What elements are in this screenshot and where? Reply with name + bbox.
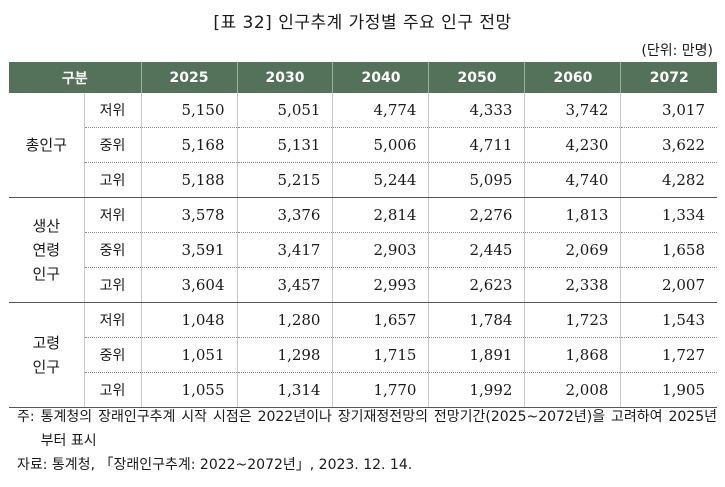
value-cell: 3,017	[620, 93, 717, 128]
value-cell: 2,276	[428, 197, 525, 233]
value-cell: 5,188	[140, 162, 237, 198]
value-cell: 4,230	[524, 127, 621, 163]
value-cell: 4,711	[428, 127, 525, 163]
scenario-label: 저위	[83, 302, 142, 338]
header-category: 구분	[9, 62, 142, 93]
value-cell: 4,333	[428, 93, 525, 128]
value-cell: 1,868	[524, 337, 621, 373]
footnote-text: 통계청의 장래인구추계 시작 시점은 2022년이나 장기재정전망의 전망기간(…	[40, 409, 717, 449]
table-header-row: 구분 2025 2030 2040 2050 2060 2072	[9, 62, 717, 93]
header-year: 2040	[332, 62, 429, 93]
value-cell: 5,006	[332, 127, 429, 163]
table-row: 고위 1,055 1,314 1,770 1,992 2,008 1,905	[9, 372, 717, 408]
source-note: 자료: 통계청, 「장래인구추계: 2022~2072년」, 2023. 12.…	[17, 457, 413, 473]
value-cell: 2,623	[428, 267, 525, 303]
value-cell: 1,658	[620, 232, 717, 268]
value-cell: 1,891	[428, 337, 525, 373]
header-year: 2030	[236, 62, 333, 93]
value-cell: 5,150	[140, 93, 237, 128]
value-cell: 5,095	[428, 162, 525, 198]
value-cell: 1,813	[524, 197, 621, 233]
value-cell: 5,168	[140, 127, 237, 163]
table-row: 총인구 저위 5,150 5,051 4,774 4,333 3,742 3,017	[9, 93, 717, 198]
scenario-label: 중위	[83, 337, 142, 373]
value-cell: 2,007	[620, 267, 717, 303]
value-cell: 3,622	[620, 127, 717, 163]
notes: 주: 통계청의 장래인구추계 시작 시점은 2022년이나 장기재정전망의 전망…	[17, 405, 717, 477]
value-cell: 1,298	[236, 337, 333, 373]
table-row: 중위 5,168 5,131 5,006 4,711 4,230 3,622	[9, 127, 717, 163]
unit-label: (단위: 만명)	[641, 43, 713, 59]
footnote: 주: 통계청의 장래인구추계 시작 시점은 2022년이나 장기재정전망의 전망…	[17, 405, 717, 453]
value-cell: 3,591	[140, 232, 237, 268]
table-row: 고위 5,188 5,215 5,244 5,095 4,740 4,282	[9, 162, 717, 198]
scenario-label: 고위	[83, 372, 142, 408]
value-cell: 2,903	[332, 232, 429, 268]
value-cell: 1,280	[236, 302, 333, 338]
value-cell: 5,131	[236, 127, 333, 163]
value-cell: 4,774	[332, 93, 429, 128]
value-cell: 5,244	[332, 162, 429, 198]
value-cell: 2,993	[332, 267, 429, 303]
scenario-label: 중위	[83, 127, 142, 163]
value-cell: 1,905	[620, 372, 717, 408]
value-cell: 1,992	[428, 372, 525, 408]
value-cell: 3,578	[140, 197, 237, 233]
table-row: 중위 3,591 3,417 2,903 2,445 2,069 1,658	[9, 232, 717, 268]
value-cell: 1,314	[236, 372, 333, 408]
table-title: [표 32] 인구추계 가정별 주요 인구 전망	[213, 13, 512, 33]
table-row: 고위 3,604 3,457 2,993 2,623 2,338 2,007	[9, 267, 717, 303]
value-cell: 1,715	[332, 337, 429, 373]
footnote-prefix: 주:	[17, 409, 35, 425]
value-cell: 1,051	[140, 337, 237, 373]
table-row: 중위 1,051 1,298 1,715 1,891 1,868 1,727	[9, 337, 717, 373]
header-year: 2060	[524, 62, 621, 93]
value-cell: 1,055	[140, 372, 237, 408]
group-label: 생산 연령 인구	[9, 197, 84, 303]
value-cell: 5,051	[236, 93, 333, 128]
value-cell: 1,723	[524, 302, 621, 338]
value-cell: 2,008	[524, 372, 621, 408]
scenario-label: 고위	[83, 162, 142, 198]
value-cell: 1,334	[620, 197, 717, 233]
value-cell: 2,814	[332, 197, 429, 233]
value-cell: 1,048	[140, 302, 237, 338]
value-cell: 3,604	[140, 267, 237, 303]
value-cell: 2,445	[428, 232, 525, 268]
value-cell: 1,727	[620, 337, 717, 373]
value-cell: 3,417	[236, 232, 333, 268]
scenario-label: 고위	[83, 267, 142, 303]
group-label: 고령 인구	[9, 302, 84, 408]
header-year: 2072	[620, 62, 717, 93]
value-cell: 1,784	[428, 302, 525, 338]
header-year: 2050	[428, 62, 525, 93]
value-cell: 5,215	[236, 162, 333, 198]
value-cell: 4,740	[524, 162, 621, 198]
value-cell: 1,543	[620, 302, 717, 338]
population-table: 구분 2025 2030 2040 2050 2060 2072 총인구 저위 5,…	[9, 62, 717, 408]
scenario-label: 저위	[83, 93, 142, 128]
value-cell: 3,457	[236, 267, 333, 303]
value-cell: 3,742	[524, 93, 621, 128]
value-cell: 2,338	[524, 267, 621, 303]
scenario-label: 중위	[83, 232, 142, 268]
value-cell: 2,069	[524, 232, 621, 268]
header-year: 2025	[140, 62, 237, 93]
group-label: 총인구	[9, 93, 84, 198]
scenario-label: 저위	[83, 197, 142, 233]
value-cell: 4,282	[620, 162, 717, 198]
table-row: 생산 연령 인구 저위 3,578 3,376 2,814 2,276 1,813 1,334	[9, 197, 717, 303]
value-cell: 1,770	[332, 372, 429, 408]
value-cell: 1,657	[332, 302, 429, 338]
table-row: 고령 인구 저위 1,048 1,280 1,657 1,784 1,723 1,543	[9, 302, 717, 408]
value-cell: 3,376	[236, 197, 333, 233]
